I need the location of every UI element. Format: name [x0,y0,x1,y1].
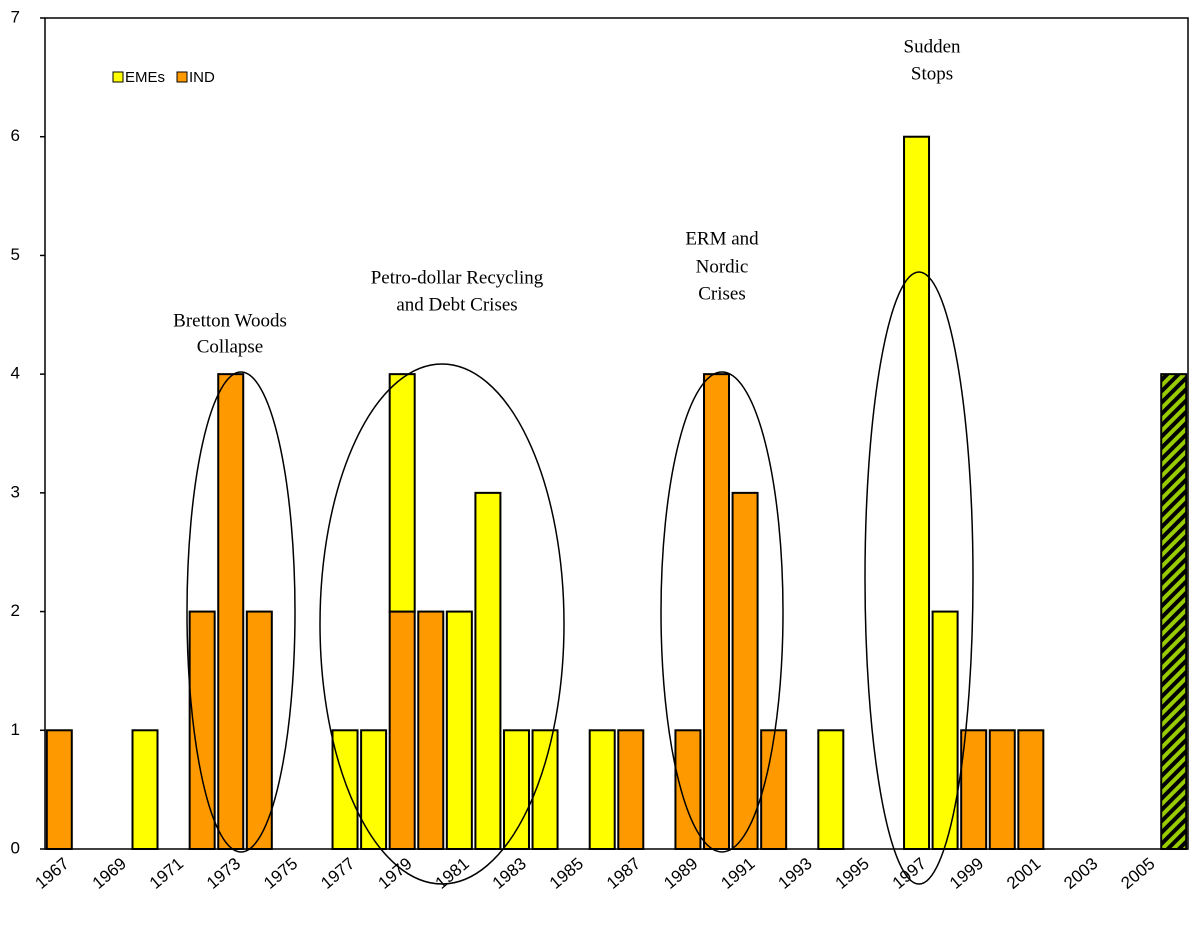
annotation: ERM and [685,228,759,249]
x-tick-label: 1989 [660,854,701,893]
ellipse [186,371,296,853]
annotation: Collapse [197,336,264,357]
x-tick-label: 1969 [89,854,130,893]
x-tick-label: 1993 [775,854,816,893]
bar [731,491,759,850]
bar [1017,729,1045,850]
bar [45,729,73,850]
bar [388,610,416,850]
bar [960,729,988,850]
x-tick-label: 1977 [317,854,358,893]
bar [445,610,473,850]
y-tick-label: 3 [11,482,20,501]
x-tick-label: 1979 [374,854,415,893]
crisis-ellipses [186,271,974,885]
x-tick-label: 1999 [946,854,987,893]
x-tick-label: 1995 [832,854,873,893]
y-tick-label: 5 [11,245,20,264]
x-tick-label: 1985 [546,854,587,893]
bar [245,610,273,850]
bar [388,373,416,613]
legend-swatch [112,71,124,83]
y-tick-label: 0 [11,838,20,857]
bar [331,729,359,850]
x-tick-label: 1971 [146,854,187,893]
bar [588,729,616,850]
ellipse [660,371,784,853]
annotation: and Debt Crises [396,294,517,315]
bar [474,491,502,850]
x-tick-label: 1987 [603,854,644,893]
bar [617,729,645,850]
bar [903,135,931,850]
annotation: Stops [911,63,953,84]
bar [131,729,159,850]
x-tick-label: 1991 [717,854,758,893]
bar [360,729,388,850]
x-tick-label: 2003 [1060,854,1101,893]
plot-frame [44,17,1189,850]
x-tick-label: 2001 [1003,854,1044,893]
bar [760,729,788,850]
y-tick-label: 1 [11,720,20,739]
x-tick-label: 1973 [203,854,244,893]
x-tick-label: 2005 [1117,854,1158,893]
annotation: Bretton Woods [173,310,287,331]
bars [45,135,1188,850]
ellipse [319,363,565,885]
y-tick-label: 4 [11,364,20,383]
y-tick-label: 7 [11,7,20,26]
legend-label: EMEs [125,69,165,86]
annotation: Sudden [904,36,962,57]
x-tick-label: 1997 [889,854,930,893]
bar [417,610,445,850]
ellipse [864,271,974,885]
x-tick-label: 1981 [432,854,473,893]
legend-swatch [176,71,188,83]
y-tick-label: 2 [11,601,20,620]
bar [703,373,731,850]
annotation: Nordic [696,256,749,277]
x-tick-label: 1967 [32,854,73,893]
annotation: Petro-dollar Recycling [371,267,544,288]
x-tick-label: 1975 [260,854,301,893]
bar [1160,373,1188,850]
bar [988,729,1016,850]
x-tick-label: 1983 [489,854,530,893]
annotation: Crises [698,283,746,304]
bar [817,729,845,850]
legend-label: IND [189,69,215,86]
bar [217,373,245,850]
y-tick-label: 6 [11,126,20,145]
